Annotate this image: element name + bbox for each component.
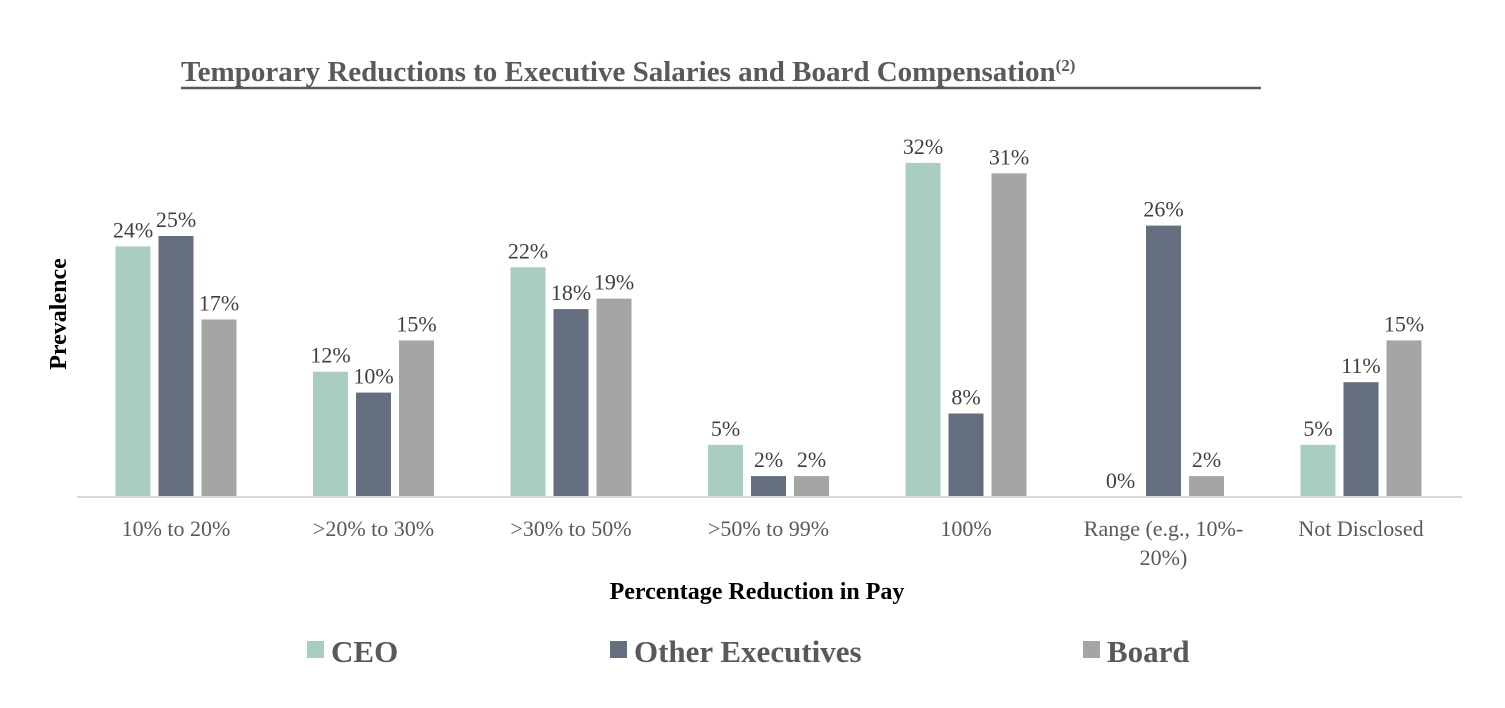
x-tick-label-50-to-99: >50% to 99%	[708, 516, 829, 541]
chart-title: Temporary Reductions to Executive Salari…	[181, 56, 1075, 88]
x-axis-title: Percentage Reduction in Pay	[610, 579, 905, 605]
legend-swatch-other-executives	[610, 641, 627, 658]
bar-ceo-not-disclosed	[1300, 444, 1336, 497]
bar-ceo-10-to-20	[115, 246, 151, 497]
data-label-ceo-range-e-g-10-20: 0%	[1106, 468, 1135, 493]
legend-item-other-executives: Other Executives	[610, 634, 862, 669]
bar-board-10-to-20	[201, 319, 237, 497]
bar-board-30-to-50	[596, 298, 632, 497]
legend-label-board: Board	[1107, 634, 1190, 669]
data-label-other-executives-100: 8%	[951, 385, 980, 410]
x-tick-label-100: 100%	[940, 516, 991, 541]
legend: CEO Other Executives Board	[307, 634, 1190, 669]
legend-item-board: Board	[1083, 634, 1190, 669]
data-label-board-20-to-30: 15%	[396, 311, 436, 336]
bar-other-executives-50-to-99	[751, 476, 786, 497]
data-label-other-executives-20-to-30: 10%	[353, 364, 393, 389]
bar-board-not-disclosed	[1386, 340, 1422, 497]
bar-board-50-to-99	[794, 476, 829, 497]
bar-other-executives-not-disclosed	[1343, 382, 1379, 497]
bar-ceo-30-to-50	[510, 267, 546, 497]
bar-ceo-50-to-99	[708, 444, 743, 497]
bars-layer	[115, 162, 1422, 497]
bar-ceo-100	[905, 162, 941, 497]
legend-swatch-ceo	[307, 641, 324, 658]
bar-other-executives-100	[948, 413, 984, 497]
data-label-ceo-not-disclosed: 5%	[1303, 416, 1332, 441]
bar-board-20-to-30	[399, 340, 434, 497]
bar-ceo-20-to-30	[313, 371, 348, 497]
data-label-ceo-20-to-30: 12%	[310, 343, 350, 368]
x-tick-label-not-disclosed: Not Disclosed	[1298, 516, 1423, 541]
data-label-board-not-disclosed: 15%	[1384, 311, 1424, 336]
chart-title-superscript: (2)	[1056, 56, 1076, 75]
data-label-board-100: 31%	[989, 144, 1029, 169]
x-tick-label-20-to-30: >20% to 30%	[313, 516, 434, 541]
bar-board-100	[991, 173, 1027, 497]
data-label-other-executives-10-to-20: 25%	[156, 207, 196, 232]
data-label-ceo-30-to-50: 22%	[508, 238, 548, 263]
data-label-other-executives-30-to-50: 18%	[551, 280, 591, 305]
data-label-board-30-to-50: 19%	[594, 270, 634, 295]
data-label-ceo-100: 32%	[903, 134, 943, 159]
data-label-other-executives-range-e-g-10-20: 26%	[1143, 197, 1183, 222]
bar-board-range-e-g-10-20	[1189, 476, 1224, 497]
bar-other-executives-30-to-50	[553, 309, 589, 497]
x-tick-label-10-to-20: 10% to 20%	[122, 516, 231, 541]
legend-swatch-board	[1083, 641, 1100, 658]
x-tick-labels-layer: 10% to 20% >20% to 30% >30% to 50% >50% to …	[122, 516, 1424, 570]
data-label-other-executives-not-disclosed: 11%	[1341, 353, 1381, 378]
bar-other-executives-range-e-g-10-20	[1146, 225, 1181, 497]
data-label-board-range-e-g-10-20: 2%	[1192, 447, 1221, 472]
chart-title-main: Temporary Reductions to Executive Salari…	[181, 56, 1056, 88]
data-label-board-10-to-20: 17%	[199, 291, 239, 316]
bar-other-executives-20-to-30	[356, 392, 391, 497]
legend-label-ceo: CEO	[331, 634, 398, 669]
bar-other-executives-10-to-20	[158, 236, 194, 497]
legend-label-other-executives: Other Executives	[634, 634, 862, 669]
x-tick-label-30-to-50: >30% to 50%	[510, 516, 631, 541]
data-label-board-50-to-99: 2%	[797, 447, 826, 472]
data-label-other-executives-50-to-99: 2%	[754, 447, 783, 472]
data-label-ceo-50-to-99: 5%	[711, 416, 740, 441]
legend-item-ceo: CEO	[307, 634, 398, 669]
data-label-ceo-10-to-20: 24%	[113, 217, 153, 242]
y-axis-title: Prevalence	[46, 258, 72, 370]
x-tick-label-range-e-g-10-20: Range (e.g., 10%-20%)	[1084, 516, 1243, 570]
chart-title-group: Temporary Reductions to Executive Salari…	[181, 56, 1261, 90]
data-labels-layer: 24% 25% 17% 12%10% 15% 22%18% 19% 5% 2% 2% 32% 8% 31…	[113, 134, 1424, 493]
